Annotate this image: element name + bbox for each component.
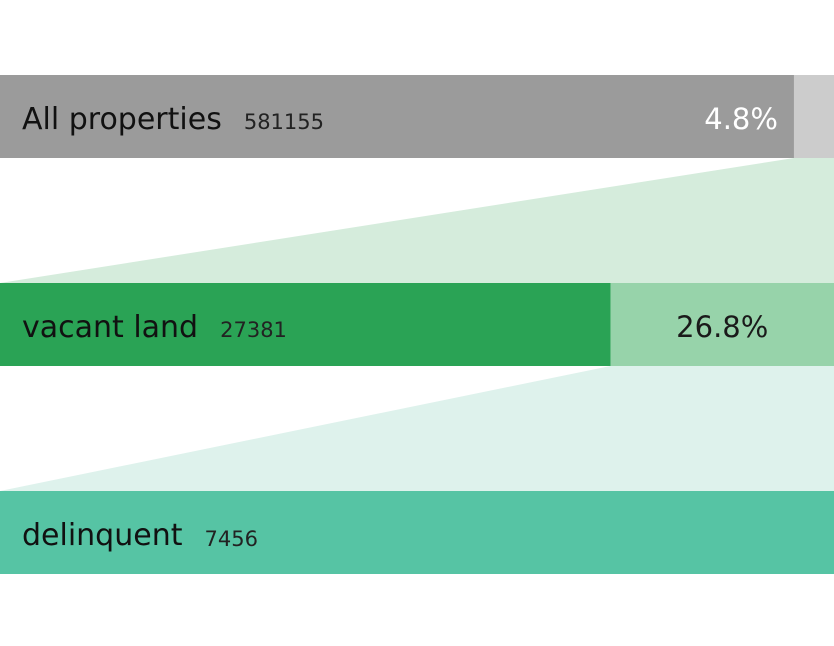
bar-delinquent bbox=[0, 491, 834, 574]
percent-all-properties: 4.8% bbox=[704, 102, 778, 136]
connector-vacant-to-delinquent bbox=[0, 366, 834, 491]
count-vacant-land: 27381 bbox=[220, 318, 287, 342]
percent-vacant-land: 26.8% bbox=[676, 310, 768, 344]
bar-vacant-land bbox=[0, 283, 611, 366]
label-delinquent: delinquent bbox=[22, 518, 183, 553]
label-all-properties: All properties bbox=[22, 102, 222, 137]
count-delinquent: 7456 bbox=[204, 527, 257, 551]
label-vacant-land: vacant land bbox=[22, 310, 198, 345]
count-all-properties: 581155 bbox=[244, 110, 324, 134]
bar-all-properties bbox=[0, 75, 794, 158]
bar-all-properties-remainder bbox=[793, 75, 834, 158]
bar-vacant-land-remainder bbox=[610, 283, 834, 366]
connector-all-to-vacant bbox=[0, 158, 834, 283]
